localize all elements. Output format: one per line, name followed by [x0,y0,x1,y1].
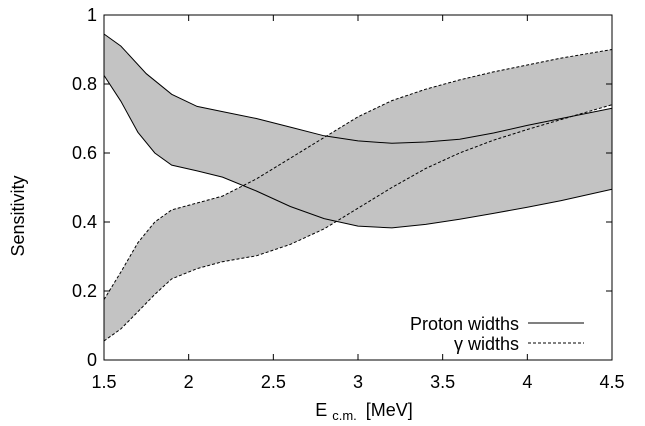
y-tick-label: 0.8 [72,74,97,94]
y-axis-label: Sensitivity [8,175,28,256]
x-tick-label: 2 [184,372,194,392]
x-tick-label: 2.5 [261,372,286,392]
x-tick-label: 3 [353,372,363,392]
y-tick-label: 0.4 [72,212,97,232]
band-gamma-widths [104,49,612,341]
band-proton-widths [104,34,612,228]
x-axis-label-main: E [315,400,327,420]
curve-layer [103,33,613,342]
x-tick-label: 1.5 [91,372,116,392]
legend-label-proton-widths: Proton widths [410,314,519,334]
tick-layer [103,14,613,361]
x-tick-label: 4.5 [599,372,624,392]
curve-lower-gamma-widths [103,104,613,342]
curve-upper-proton-widths [103,33,613,144]
legend-label-gamma-widths: γ widths [454,334,519,354]
x-axis-label: E c.m. [MeV] [315,400,413,424]
y-tick-label: 0.6 [72,143,97,163]
x-axis-label-subscript: c.m. [332,408,357,423]
x-tick-label: 3.5 [430,372,455,392]
y-tick-label: 0.2 [72,281,97,301]
x-tick-label: 4 [522,372,532,392]
y-tick-label: 1 [87,5,97,25]
curve-upper-gamma-widths [103,49,613,300]
tick-label-layer: 1.5 2 2.5 3 3.5 4 4.5 0 0.2 0.4 0.6 0.8 1 [72,5,625,392]
y-tick-label: 0 [87,350,97,370]
legend: Proton widths γ widths [410,314,584,354]
x-axis-label-unit: [MeV] [366,400,413,420]
band-layer [104,34,612,341]
curve-lower-proton-widths [103,75,613,229]
